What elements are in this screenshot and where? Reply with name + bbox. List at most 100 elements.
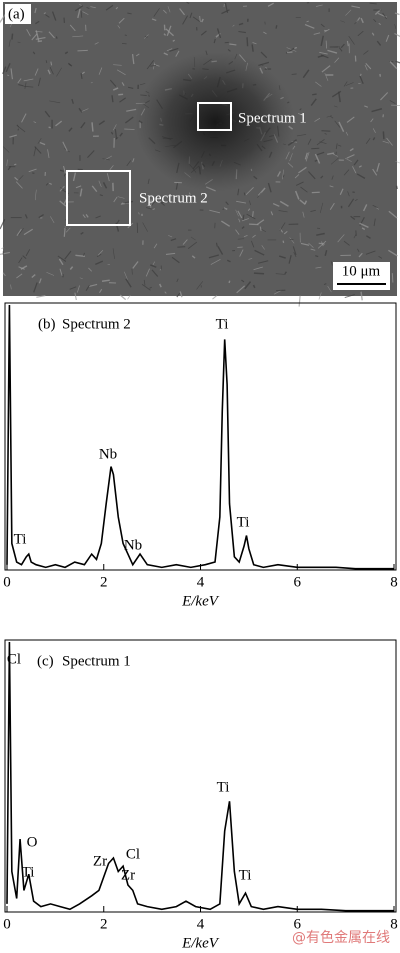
texture-streak xyxy=(55,120,63,127)
texture-streak xyxy=(112,248,115,259)
texture-streak xyxy=(171,256,180,264)
spectrum-2-box xyxy=(66,170,131,226)
texture-streak xyxy=(319,202,324,214)
texture-streak xyxy=(59,268,63,276)
texture-streak xyxy=(86,6,90,9)
texture-streak xyxy=(287,162,294,168)
texture-streak xyxy=(307,171,316,180)
texture-streak xyxy=(257,187,266,197)
texture-streak xyxy=(79,188,83,197)
texture-streak xyxy=(351,5,361,9)
texture-streak xyxy=(69,286,77,290)
texture-streak xyxy=(320,23,325,28)
texture-streak xyxy=(359,75,364,85)
peak-label: O xyxy=(27,834,38,850)
texture-streak xyxy=(182,15,188,25)
texture-streak xyxy=(28,168,37,173)
texture-streak xyxy=(2,146,10,153)
texture-streak xyxy=(208,254,219,259)
texture-streak xyxy=(57,255,67,262)
texture-streak xyxy=(362,204,368,212)
texture-streak xyxy=(289,237,295,244)
texture-streak xyxy=(88,267,92,272)
texture-streak xyxy=(38,77,41,87)
texture-streak xyxy=(345,131,349,136)
texture-streak xyxy=(166,25,172,37)
x-tick-label: 8 xyxy=(390,574,398,590)
texture-streak xyxy=(294,190,300,200)
texture-streak xyxy=(64,250,72,260)
texture-streak xyxy=(215,242,218,247)
texture-streak xyxy=(98,120,105,126)
texture-streak xyxy=(31,274,36,279)
texture-streak xyxy=(77,8,81,19)
texture-streak xyxy=(79,277,83,280)
chart-title: Spectrum 2 xyxy=(62,316,131,332)
texture-streak xyxy=(297,112,305,117)
texture-streak xyxy=(126,108,137,112)
texture-streak xyxy=(394,24,397,29)
texture-streak xyxy=(320,175,324,179)
texture-streak xyxy=(373,218,376,227)
texture-streak xyxy=(337,234,345,243)
texture-streak xyxy=(365,137,371,144)
texture-streak xyxy=(63,226,66,237)
texture-streak xyxy=(318,242,325,245)
texture-streak xyxy=(247,208,251,212)
texture-streak xyxy=(332,153,338,157)
texture-streak xyxy=(116,69,126,76)
texture-streak xyxy=(216,28,222,39)
texture-streak xyxy=(324,28,330,33)
texture-streak xyxy=(252,234,256,238)
peak-label: Ti xyxy=(14,531,27,547)
texture-streak xyxy=(260,51,268,59)
texture-streak xyxy=(80,10,83,18)
texture-streak xyxy=(23,78,34,82)
texture-streak xyxy=(340,20,346,23)
texture-streak xyxy=(125,278,132,288)
texture-streak xyxy=(285,151,290,160)
texture-streak xyxy=(236,285,246,294)
texture-streak xyxy=(71,98,74,104)
texture-streak xyxy=(275,273,286,275)
spectrum-line xyxy=(6,304,394,570)
texture-streak xyxy=(307,138,312,145)
texture-streak xyxy=(163,52,169,56)
texture-streak xyxy=(238,22,244,26)
texture-streak xyxy=(165,28,174,37)
texture-streak xyxy=(91,122,94,132)
texture-streak xyxy=(24,82,27,89)
texture-streak xyxy=(8,39,11,47)
texture-streak xyxy=(320,35,324,47)
x-tick-label: 6 xyxy=(294,574,302,590)
texture-streak xyxy=(75,185,82,189)
texture-streak xyxy=(259,226,262,231)
texture-streak xyxy=(376,207,379,210)
texture-streak xyxy=(395,160,400,164)
texture-streak xyxy=(371,32,375,36)
texture-streak xyxy=(331,175,334,180)
texture-streak xyxy=(18,266,25,270)
texture-streak xyxy=(117,25,121,29)
texture-streak xyxy=(141,283,151,291)
texture-streak xyxy=(343,81,348,87)
texture-streak xyxy=(120,202,124,205)
texture-streak xyxy=(347,191,350,197)
texture-streak xyxy=(365,250,376,255)
texture-streak xyxy=(241,218,249,222)
texture-streak xyxy=(147,178,150,185)
texture-streak xyxy=(248,258,253,260)
texture-streak xyxy=(389,60,398,70)
box-label: Spectrum 1 xyxy=(238,110,307,126)
texture-streak xyxy=(105,4,114,11)
texture-streak xyxy=(260,228,267,233)
texture-streak xyxy=(87,150,95,158)
texture-streak xyxy=(124,271,128,280)
texture-streak xyxy=(63,173,67,177)
peak-label: Zr xyxy=(93,853,107,869)
texture-streak xyxy=(235,229,240,235)
texture-streak xyxy=(72,35,84,38)
texture-streak xyxy=(337,144,342,147)
texture-streak xyxy=(350,215,356,221)
texture-streak xyxy=(217,246,224,255)
